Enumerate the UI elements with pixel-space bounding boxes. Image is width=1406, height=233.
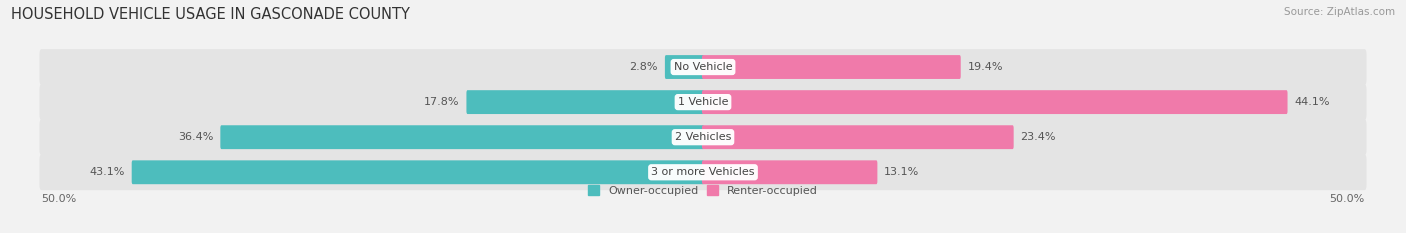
FancyBboxPatch shape (39, 49, 1367, 85)
Text: 50.0%: 50.0% (1329, 194, 1365, 204)
FancyBboxPatch shape (39, 84, 1367, 120)
Text: No Vehicle: No Vehicle (673, 62, 733, 72)
Text: 36.4%: 36.4% (179, 132, 214, 142)
FancyBboxPatch shape (702, 160, 877, 184)
Text: 3 or more Vehicles: 3 or more Vehicles (651, 167, 755, 177)
Text: 1 Vehicle: 1 Vehicle (678, 97, 728, 107)
Text: 23.4%: 23.4% (1021, 132, 1056, 142)
Legend: Owner-occupied, Renter-occupied: Owner-occupied, Renter-occupied (583, 181, 823, 200)
FancyBboxPatch shape (702, 125, 1014, 149)
Text: 44.1%: 44.1% (1295, 97, 1330, 107)
FancyBboxPatch shape (39, 119, 1367, 155)
FancyBboxPatch shape (665, 55, 704, 79)
Text: 17.8%: 17.8% (425, 97, 460, 107)
Text: Source: ZipAtlas.com: Source: ZipAtlas.com (1284, 7, 1395, 17)
FancyBboxPatch shape (702, 90, 1288, 114)
Text: 13.1%: 13.1% (884, 167, 920, 177)
FancyBboxPatch shape (39, 154, 1367, 190)
Text: 19.4%: 19.4% (967, 62, 1002, 72)
Text: HOUSEHOLD VEHICLE USAGE IN GASCONADE COUNTY: HOUSEHOLD VEHICLE USAGE IN GASCONADE COU… (11, 7, 411, 22)
FancyBboxPatch shape (132, 160, 704, 184)
FancyBboxPatch shape (221, 125, 704, 149)
Text: 43.1%: 43.1% (90, 167, 125, 177)
Text: 50.0%: 50.0% (41, 194, 77, 204)
Text: 2 Vehicles: 2 Vehicles (675, 132, 731, 142)
FancyBboxPatch shape (467, 90, 704, 114)
FancyBboxPatch shape (702, 55, 960, 79)
Text: 2.8%: 2.8% (630, 62, 658, 72)
